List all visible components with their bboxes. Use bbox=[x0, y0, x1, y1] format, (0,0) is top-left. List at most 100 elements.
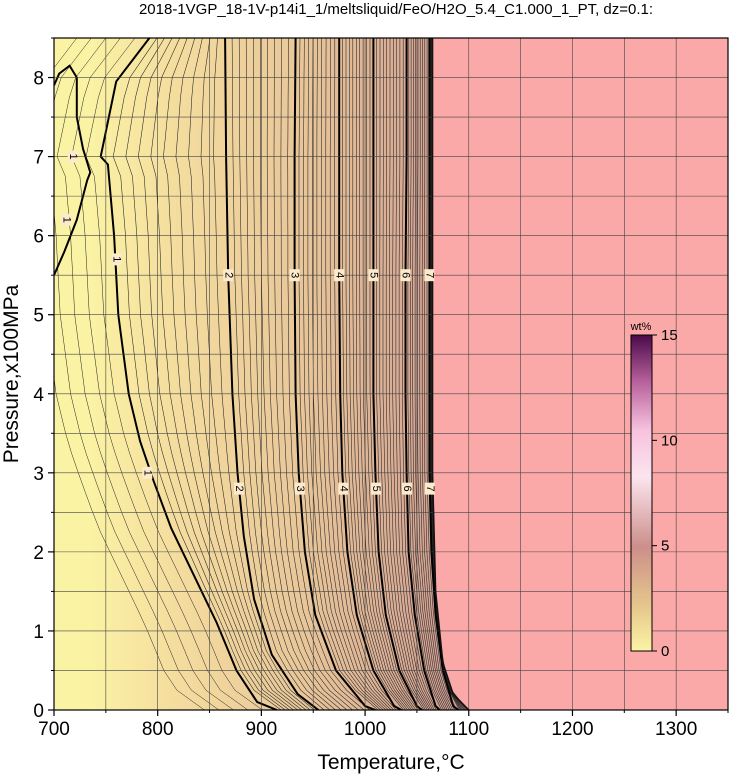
minor-contour bbox=[307, 38, 384, 710]
minor-contour bbox=[362, 38, 417, 710]
minor-contour bbox=[342, 38, 404, 710]
minor-contour bbox=[424, 38, 455, 710]
contour-label-bg bbox=[371, 482, 382, 495]
colorbar-ticks: 0 5 10 15 bbox=[652, 327, 678, 660]
liquidus-boundary bbox=[431, 38, 470, 710]
contour-label: 2 bbox=[222, 272, 234, 278]
minor-contour bbox=[407, 38, 442, 710]
minor-contour bbox=[287, 38, 370, 710]
x-tick-label: 1000 bbox=[344, 719, 386, 740]
contour-label-bg bbox=[400, 269, 411, 282]
no-melt-region bbox=[432, 38, 728, 710]
minor-contour bbox=[402, 38, 439, 710]
minor-contour bbox=[245, 38, 336, 710]
minor-contour bbox=[71, 38, 249, 710]
minor-contour bbox=[412, 38, 446, 710]
minor-contour bbox=[369, 38, 421, 710]
contour-label: 5 bbox=[370, 486, 382, 492]
minor-contour bbox=[382, 38, 428, 710]
contour-label: 3 bbox=[289, 272, 301, 278]
minor-contour bbox=[359, 38, 415, 710]
minor-contour bbox=[389, 38, 432, 710]
minor-contour bbox=[188, 38, 307, 710]
minor-contour bbox=[85, 38, 263, 710]
minor-contour bbox=[334, 38, 400, 710]
minor-contour bbox=[231, 38, 325, 710]
y-axis: 0 1 2 3 4 5 6 7 8 bbox=[33, 37, 54, 722]
minor-contour bbox=[150, 38, 294, 710]
contour-label-bg bbox=[289, 269, 300, 282]
minor-contour bbox=[385, 38, 430, 710]
major-contour-2 bbox=[224, 38, 320, 710]
contour-label-bg bbox=[334, 269, 345, 282]
minor-contour bbox=[366, 38, 419, 710]
contour-label-bg bbox=[338, 482, 349, 495]
y-tick-label: 1 bbox=[33, 622, 44, 643]
x-tick-label: 1100 bbox=[448, 719, 489, 740]
contour-label: 4 bbox=[333, 272, 345, 278]
contour-label-bg bbox=[67, 150, 78, 163]
minor-contour bbox=[125, 38, 286, 710]
minor-contour bbox=[321, 38, 392, 710]
x-tick-label: 1300 bbox=[655, 719, 697, 740]
y-axis-label: Pressure,x100MPa bbox=[0, 284, 23, 463]
grid-lines bbox=[54, 38, 728, 710]
colorbar-unit: wt% bbox=[630, 321, 652, 333]
colorbar: wt% 0 5 10 15 bbox=[630, 321, 678, 660]
minor-contour bbox=[329, 38, 397, 710]
minor-contour bbox=[356, 38, 412, 710]
contour-label-bg bbox=[401, 482, 412, 495]
chart-title: 2018-1VGP_18-1V-p14i1_1/meltsliquid/FeO/… bbox=[139, 1, 653, 18]
minor-contour bbox=[352, 38, 410, 710]
y-tick-label: 2 bbox=[33, 543, 44, 564]
x-tick-label: 700 bbox=[38, 719, 70, 740]
minor-contour bbox=[325, 38, 394, 710]
contour-label: 2 bbox=[233, 486, 245, 492]
minor-contour bbox=[379, 38, 426, 710]
colorbar-tick-label: 0 bbox=[661, 643, 669, 660]
contour-label-bg bbox=[142, 466, 153, 479]
minor-contour bbox=[213, 38, 315, 710]
contour-label-bg bbox=[234, 482, 245, 495]
contour-label: 1 bbox=[67, 154, 79, 160]
minor-contour bbox=[316, 38, 389, 710]
minor-contour bbox=[298, 38, 379, 710]
x-tick-label: 800 bbox=[142, 719, 174, 740]
contour-label: 1 bbox=[110, 256, 122, 262]
colorbar-gradient bbox=[630, 334, 653, 652]
minor-contour bbox=[414, 38, 448, 710]
minor-contour bbox=[238, 38, 330, 710]
colorbar-tick-label: 15 bbox=[661, 327, 678, 344]
contour-label-bg bbox=[111, 253, 122, 266]
minor-contour bbox=[175, 38, 302, 710]
minor-contour bbox=[410, 38, 444, 710]
y-tick-label: 0 bbox=[33, 701, 44, 722]
y-tick-label: 6 bbox=[33, 227, 44, 248]
y-tick-label: 4 bbox=[33, 385, 44, 406]
contour-label: 7 bbox=[423, 272, 435, 278]
contour-label: 1 bbox=[141, 470, 153, 476]
minor-contour bbox=[303, 38, 381, 710]
major-contour-1 bbox=[99, 38, 278, 710]
minor-contour bbox=[253, 38, 342, 710]
minor-contour bbox=[419, 38, 452, 710]
y-tick-label: 5 bbox=[33, 306, 44, 327]
minor-contour bbox=[200, 38, 311, 710]
plot-area: 1 1 1 1 2 2 3 3 4 4 5 5 6 6 7 7 bbox=[54, 38, 728, 710]
contour-label: 6 bbox=[400, 272, 412, 278]
minor-contour bbox=[280, 38, 365, 710]
minor-contour bbox=[395, 38, 435, 710]
minor-contour bbox=[349, 38, 408, 710]
major-contour-1 bbox=[54, 64, 92, 276]
contour-label: 5 bbox=[367, 272, 379, 278]
minor-contours bbox=[54, 38, 468, 710]
minor-contour bbox=[345, 38, 406, 710]
x-axis-label: Temperature,°C bbox=[317, 751, 464, 774]
contour-label-bg bbox=[424, 269, 435, 282]
minor-contour bbox=[421, 38, 454, 710]
contour-label: 6 bbox=[401, 486, 413, 492]
colorbar-tick-label: 5 bbox=[661, 538, 669, 555]
x-axis: 700 800 900 1000 1100 1200 1300 bbox=[38, 710, 729, 740]
minor-contour bbox=[54, 38, 220, 710]
